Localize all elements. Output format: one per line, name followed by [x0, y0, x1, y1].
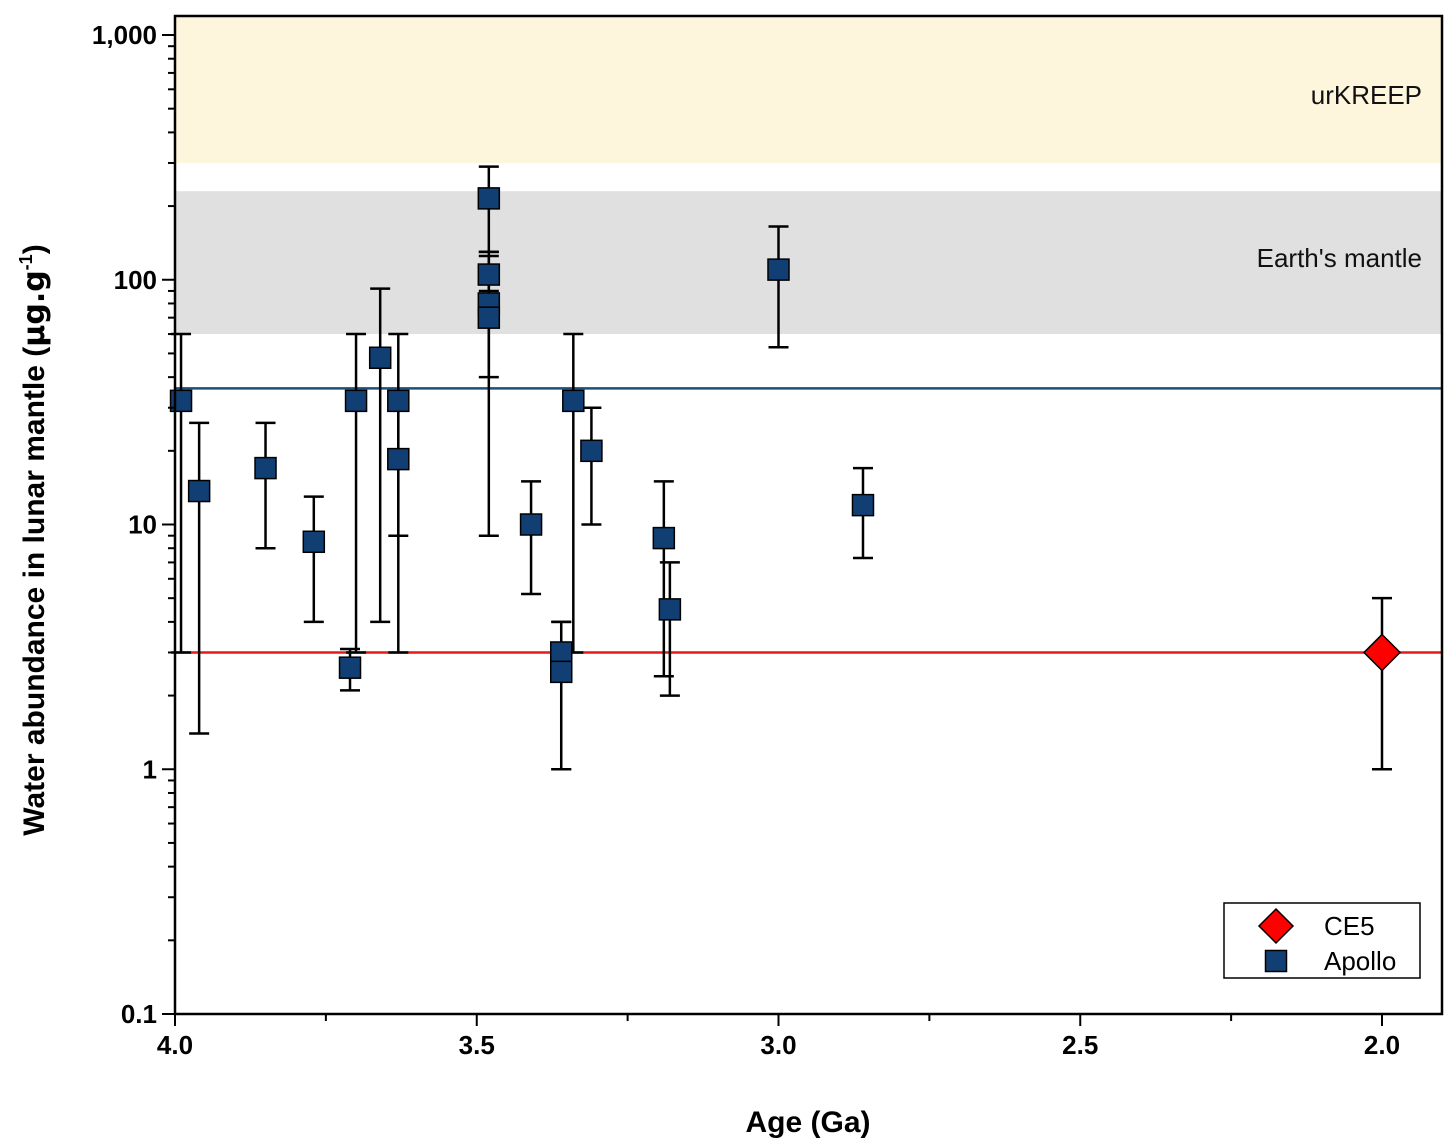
band-urkreep — [175, 16, 1442, 163]
apollo-point — [254, 456, 277, 480]
y-axis-ticks: 0.1 1 10 100 1,000 — [92, 20, 175, 1029]
y-axis-title: Water abundance in lunar mantle (μg.g-1) — [16, 244, 52, 835]
x-axis-title: Age (Ga) — [745, 1106, 870, 1139]
legend-marker-ce5 — [1257, 907, 1295, 945]
apollo-error-bar — [659, 561, 680, 697]
apollo-point — [549, 660, 573, 684]
apollo-error-bar — [768, 225, 789, 349]
band-earths-mantle — [175, 191, 1442, 335]
legend-marker-apollo — [1264, 949, 1288, 973]
apollo-point — [562, 389, 585, 413]
x-axis-ticks: 4.0 3.5 3.0 2.5 2.0 — [157, 1014, 1400, 1060]
apollo-point — [767, 258, 790, 281]
y-tick-label: 0.1 — [121, 999, 157, 1029]
band-labels: urKREEP Earth's mantle — [1257, 80, 1422, 273]
apollo-point — [477, 263, 501, 286]
apollo-error-bar — [370, 287, 391, 624]
apollo-point — [580, 439, 603, 463]
background-bands — [175, 16, 1442, 335]
ce5-error-bar — [1372, 596, 1392, 771]
legend-box — [1223, 902, 1421, 979]
apollo-point — [477, 187, 501, 210]
x-tick-label: 2.5 — [1062, 1030, 1098, 1060]
apollo-error-bar — [255, 421, 276, 550]
band-label-urkreep: urKREEP — [1311, 80, 1422, 110]
data-markers — [169, 187, 1402, 684]
apollo-error-bar — [346, 332, 367, 654]
apollo-point — [302, 530, 326, 554]
apollo-point — [387, 389, 410, 413]
legend-label-apollo: Apollo — [1324, 946, 1396, 976]
x-tick-label: 3.5 — [459, 1030, 495, 1060]
apollo-error-bar — [563, 332, 584, 654]
y-tick-label: 1,000 — [92, 20, 157, 50]
apollo-point — [658, 598, 682, 621]
x-tick-label: 4.0 — [157, 1030, 193, 1060]
apollo-point — [187, 479, 211, 503]
plot-frame — [173, 14, 1444, 1016]
band-label-earths-mantle: Earth's mantle — [1257, 243, 1422, 273]
x-tick-label: 3.0 — [760, 1030, 796, 1060]
apollo-point — [519, 513, 543, 536]
y-tick-label: 10 — [128, 510, 157, 540]
x-tick-label: 2.0 — [1364, 1030, 1400, 1060]
apollo-point — [652, 526, 676, 550]
apollo-error-bar — [521, 480, 542, 596]
apollo-error-bar — [388, 406, 409, 654]
ce5-point — [1362, 633, 1402, 672]
apollo-error-bar — [189, 421, 210, 735]
apollo-point — [368, 346, 392, 370]
apollo-point — [344, 389, 368, 413]
y-tick-label: 100 — [114, 265, 157, 295]
apollo-point — [338, 656, 362, 679]
apollo-point — [477, 306, 501, 329]
apollo-point — [851, 493, 875, 517]
apollo-error-bar — [303, 495, 324, 624]
apollo-point — [387, 447, 410, 471]
reference-lines — [175, 387, 1442, 654]
apollo-point — [549, 641, 573, 664]
legend-label-ce5: CE5 — [1324, 911, 1375, 941]
legend: CE5 Apollo — [1223, 902, 1421, 979]
apollo-error-bar — [581, 406, 602, 526]
y-tick-label: 1 — [143, 754, 157, 784]
